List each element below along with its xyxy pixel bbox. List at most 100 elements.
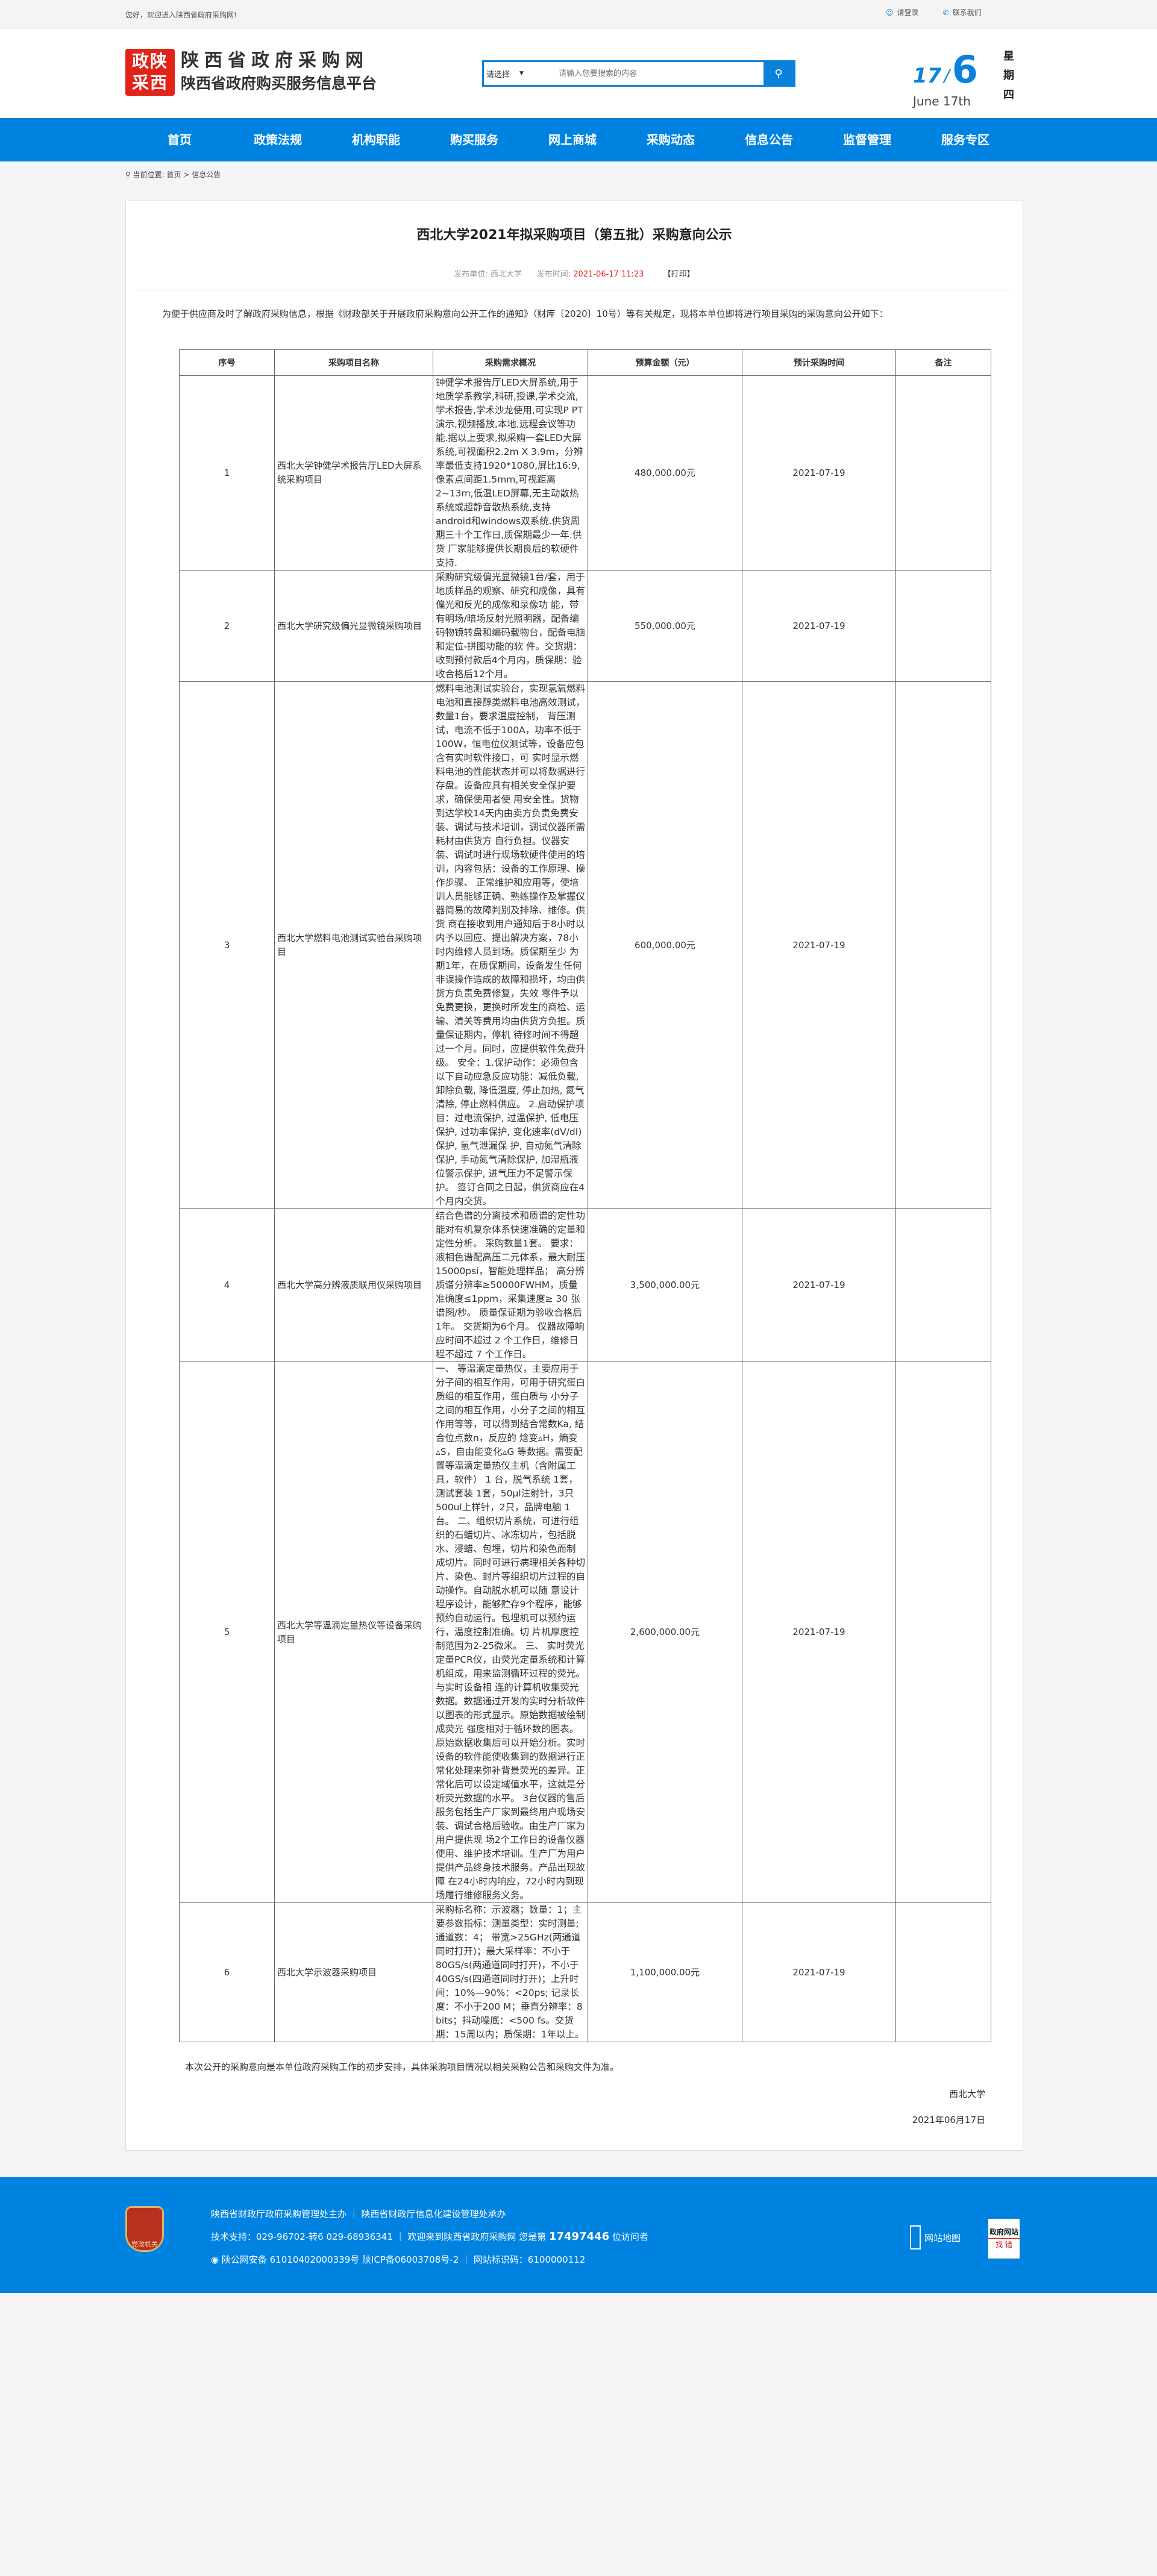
sitemap-label: 网站地图 [924, 2232, 961, 2243]
party-gov-emblem[interactable]: 党政机关 [125, 2206, 164, 2252]
row-number: 2 [179, 570, 275, 682]
search-button[interactable]: ⚲ [763, 62, 794, 85]
nav-policy[interactable]: 政策法规 [254, 133, 302, 147]
date-english: June 17th [913, 94, 971, 108]
requirement-summary: 采购标名称：示波器；数量：1；主要参数指标：测量类型：实时测量;通道数：4； 带… [433, 1902, 588, 2042]
project-name: 西北大学研究级偏光显微镜采购项目 [274, 570, 433, 682]
expected-time: 2021-07-19 [742, 375, 896, 571]
project-name: 西北大学燃料电池测试实验台采购项目 [274, 681, 433, 1209]
breadcrumb-sep: > [183, 170, 190, 179]
top-bar: 您好，欢迎进入陕西省政府采购网! ☺ 请登录 ✆ 联系我们 [0, 0, 1157, 29]
col-header: 序号 [179, 349, 275, 376]
nav-news[interactable]: 采购动态 [647, 133, 695, 147]
login-link[interactable]: ☺ 请登录 [886, 7, 919, 17]
jc-sub: 找 错 [996, 2240, 1012, 2249]
expected-time: 2021-07-19 [742, 681, 896, 1209]
logo-mark: 政陕 采西 [125, 49, 175, 96]
table-row: 6 西北大学示波器采购项目 采购标名称：示波器；数量：1；主要参数指标：测量类型：实… [179, 1902, 991, 2042]
publish-time: 2021-06-17 11:23 [573, 270, 644, 279]
col-header: 预计采购时间 [742, 349, 896, 376]
nav-service-zone[interactable]: 服务专区 [941, 133, 989, 147]
breadcrumb-home[interactable]: 首页 [166, 170, 181, 179]
project-name: 西北大学高分辨液质联用仪采购项目 [274, 1208, 433, 1362]
col-header: 采购项目名称 [274, 349, 433, 376]
signer: 西北大学 [948, 2089, 985, 2099]
breadcrumb-label: 当前位置: [133, 170, 165, 179]
table-row: 3 西北大学燃料电池测试实验台采购项目 燃料电池测试实验台，实现氢氧燃料电池和直接醇… [179, 681, 991, 1209]
nav-supervision[interactable]: 监督管理 [843, 133, 891, 147]
time-label: 发布时间: [536, 270, 571, 279]
date-sep: / [944, 66, 950, 86]
nav-home[interactable]: 首页 [168, 133, 192, 147]
date-widget: 17 / 6 June 17th 星期四 [913, 43, 1033, 110]
requirement-summary: 燃料电池测试实验台，实现氢氧燃料电池和直接醇类燃料电池高效测试，数量1台，要求温… [433, 681, 588, 1209]
expected-time: 2021-07-19 [742, 1902, 896, 2042]
table-row: 4 西北大学高分辨液质联用仪采购项目 结合色谱的分离技术和质谱的定性功能对有机复杂体… [179, 1208, 991, 1362]
row-number: 4 [179, 1208, 275, 1362]
logo-title: 陕西省政府采购网 [181, 50, 369, 71]
user-icon: ☺ [886, 8, 894, 17]
caret-down-icon: ▼ [519, 70, 524, 77]
remark [895, 681, 991, 1209]
site-logo[interactable]: 政陕 采西 陕西省政府采购网 陕西省政府购买服务信息平台 [125, 49, 377, 96]
nav-organization[interactable]: 机构职能 [352, 133, 400, 147]
login-label: 请登录 [897, 8, 919, 17]
search-category-select[interactable]: 请选择 ▼ [484, 62, 556, 85]
date-day: 17 [913, 64, 942, 88]
article-title: 西北大学2021年拟采购项目（第五批）采购意向公示 [416, 228, 732, 243]
breadcrumb: ⚲ 当前位置: 首页 > 信息公告 [0, 161, 1157, 189]
row-number: 5 [179, 1361, 275, 1903]
gov-site-error-report-button[interactable]: 政府网站找 错 [988, 2219, 1020, 2259]
budget-amount: 480,000.00元 [588, 375, 742, 571]
publisher-label: 发布单位: [454, 270, 488, 279]
contact-label: 联系我们 [952, 8, 982, 17]
search-bar: 请选择 ▼ ⚲ [482, 60, 795, 87]
search-input[interactable] [556, 62, 763, 85]
budget-amount: 1,100,000.00元 [588, 1902, 742, 2042]
support-text: 技术支持：029-96702-转6 029-68936341 ｜ 欢迎来到陕西省… [211, 2231, 549, 2242]
col-header: 预算金额（元） [588, 349, 742, 376]
police-badge-icon: ◉ [211, 2254, 219, 2265]
remark [895, 1208, 991, 1362]
table-row: 1 西北大学钟健学术报告厅LED大屏系统采购项目 钟健学术报告厅LED大屏系统,用于… [179, 375, 991, 571]
row-number: 3 [179, 681, 275, 1209]
requirement-summary: 钟健学术报告厅LED大屏系统,用于地质学系教学,科研,授课,学术交流,学术报告,… [433, 375, 588, 571]
budget-amount: 2,600,000.00元 [588, 1361, 742, 1903]
sitemap-link[interactable]: 网站地图 [910, 2225, 961, 2249]
nav-purchase-services[interactable]: 购买服务 [450, 133, 498, 147]
phone-icon: ✆ [942, 8, 949, 17]
breadcrumb-current[interactable]: 信息公告 [192, 170, 221, 179]
jc-title: 政府网站 [988, 2226, 1020, 2239]
contact-link[interactable]: ✆ 联系我们 [943, 7, 982, 17]
sign-date: 2021年06月17日 [912, 2115, 985, 2125]
location-pin-icon: ⚲ [125, 170, 131, 179]
weekday: 星期四 [1003, 50, 1014, 101]
nav-online-mall[interactable]: 网上商城 [548, 133, 597, 147]
expected-time: 2021-07-19 [742, 570, 896, 682]
procurement-table: 序号 采购项目名称 采购需求概况 预算金额（元） 预计采购时间 备注 1 西北大学… [179, 349, 991, 2042]
nav-announcements[interactable]: 信息公告 [745, 133, 793, 147]
main-nav: 首页 政策法规 机构职能 购买服务 网上商城 采购动态 信息公告 监督管理 服务… [0, 118, 1157, 161]
expected-time: 2021-07-19 [742, 1208, 896, 1362]
logo-subtitle: 陕西省政府购买服务信息平台 [181, 75, 377, 92]
remark [895, 1902, 991, 2042]
table-row: 2 西北大学研究级偏光显微镜采购项目 采购研究级偏光显微镜1台/套，用于地质样品的观… [179, 570, 991, 682]
requirement-summary: 采购研究级偏光显微镜1台/套，用于地质样品的观察、研究和成像，具有偏光和反光的成… [433, 570, 588, 682]
select-label: 请选择 [486, 70, 510, 80]
requirement-summary: 一、 等温滴定量热仪，主要应用于分子间的相互作用，可用于研究蛋白质组的相互作用，… [433, 1361, 588, 1903]
print-button[interactable]: 【打印】 [663, 270, 695, 279]
icp-text: 陕公网安备 61010402000339号 陕ICP备06003708号-2 ｜… [221, 2254, 586, 2265]
remark [895, 570, 991, 682]
article-meta: 发布单位: 西北大学 发布时间: 2021-06-17 11:23 【打印】 [126, 267, 1023, 279]
remark [895, 375, 991, 571]
col-header: 备注 [895, 349, 991, 376]
remark [895, 1361, 991, 1903]
row-number: 1 [179, 375, 275, 571]
visitor-count: 17497446 [548, 2230, 610, 2243]
col-header: 采购需求概况 [433, 349, 588, 376]
budget-amount: 3,500,000.00元 [588, 1208, 742, 1362]
publisher: 西北大学 [490, 270, 522, 279]
project-name: 西北大学等温滴定量热仪等设备采购项目 [274, 1361, 433, 1903]
expected-time: 2021-07-19 [742, 1361, 896, 1903]
